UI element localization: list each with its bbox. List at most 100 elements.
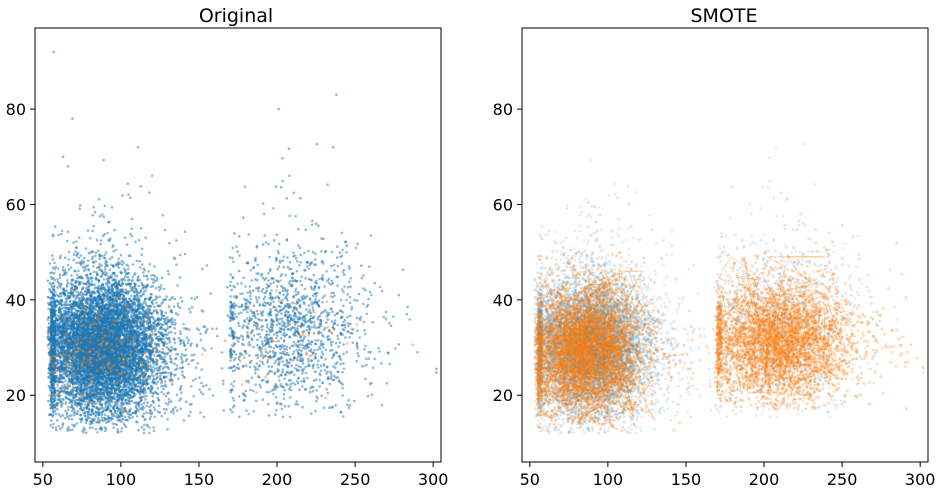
data-point [91, 421, 94, 425]
data-point [187, 362, 190, 366]
data-point [78, 204, 82, 207]
data-point [67, 250, 71, 254]
data-point [70, 417, 74, 421]
data-point [179, 342, 182, 346]
data-point [115, 423, 119, 427]
data-point [185, 336, 189, 339]
data-point [180, 391, 183, 395]
data-point [200, 381, 203, 385]
data-point [148, 405, 151, 409]
data-point [61, 273, 65, 277]
data-point [130, 288, 134, 292]
data-point [70, 409, 74, 413]
data-point [66, 279, 69, 282]
data-point [55, 412, 58, 416]
data-point [195, 295, 199, 299]
data-point [201, 392, 205, 396]
data-point [92, 412, 96, 415]
data-point [183, 344, 186, 348]
data-point [119, 404, 122, 407]
data-point [145, 275, 149, 278]
data-point [164, 311, 168, 315]
data-point [199, 390, 203, 394]
data-point [56, 408, 59, 411]
data-point [66, 387, 69, 391]
data-point [163, 228, 167, 232]
data-point [152, 278, 155, 281]
data-point [55, 419, 59, 422]
data-point [160, 276, 164, 280]
data-point [163, 411, 167, 415]
data-point [157, 339, 160, 342]
data-point [169, 410, 173, 414]
data-point [98, 214, 102, 218]
data-point [60, 384, 64, 388]
data-point [140, 387, 143, 391]
data-point [56, 383, 59, 387]
data-point [139, 185, 143, 188]
data-point [85, 282, 88, 285]
data-point [142, 395, 146, 399]
data-point [194, 377, 197, 381]
data-point [61, 414, 65, 417]
data-point [253, 371, 257, 375]
data-point [201, 267, 204, 271]
data-point [210, 347, 213, 350]
data-point [155, 278, 159, 282]
data-point [58, 427, 62, 431]
data-point [112, 426, 115, 429]
data-point [155, 366, 159, 370]
data-point [130, 227, 133, 231]
data-point [61, 423, 65, 427]
data-point [104, 429, 107, 433]
data-point [124, 291, 127, 295]
data-point [221, 382, 225, 386]
data-point [88, 420, 92, 424]
data-point [142, 428, 146, 431]
data-point [91, 426, 94, 430]
data-point [93, 312, 97, 316]
data-point [114, 248, 118, 252]
data-point [222, 379, 225, 383]
data-point [167, 272, 170, 276]
data-point [173, 362, 176, 366]
data-point [63, 306, 67, 310]
data-point [126, 182, 130, 185]
data-point [211, 327, 214, 331]
data-point [138, 259, 141, 263]
data-point [164, 394, 168, 398]
data-point [142, 401, 146, 405]
data-point [93, 211, 97, 214]
data-point [73, 423, 77, 427]
data-point [163, 355, 167, 358]
data-point [47, 399, 50, 403]
data-point [94, 427, 98, 431]
data-point [137, 428, 140, 432]
data-point [77, 256, 81, 260]
data-point [117, 257, 120, 261]
data-point [112, 244, 115, 247]
data-point [180, 352, 184, 356]
data-point [130, 294, 133, 298]
data-point [161, 213, 164, 217]
data-point [174, 321, 177, 325]
data-point [91, 404, 94, 408]
data-point [152, 365, 155, 369]
data-point [155, 276, 159, 280]
data-point [148, 431, 151, 435]
data-point [96, 431, 99, 434]
data-point [103, 256, 107, 260]
data-point [51, 266, 55, 270]
data-point [98, 254, 102, 258]
data-point [167, 371, 170, 375]
data-point [168, 298, 171, 302]
data-point [60, 400, 63, 404]
data-point [163, 320, 166, 324]
data-point [181, 366, 184, 370]
data-point [91, 255, 95, 259]
data-point [152, 354, 156, 357]
data-point [130, 234, 134, 238]
data-point [149, 403, 153, 407]
data-point [108, 237, 112, 240]
